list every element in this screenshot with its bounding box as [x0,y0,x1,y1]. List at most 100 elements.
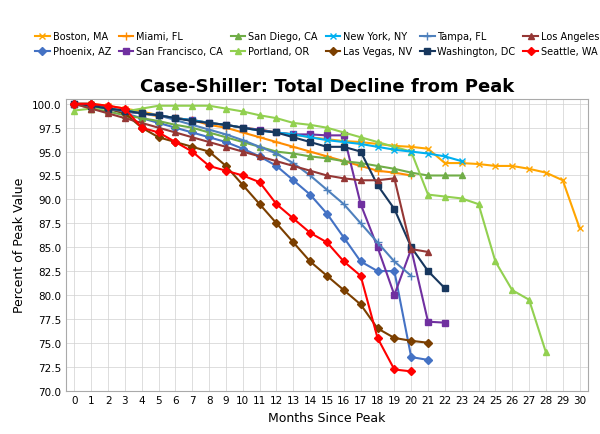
Portland, OR [509,288,516,293]
Washington, DC [121,108,128,114]
Las Vegas, NV [391,335,398,341]
Portland, OR [239,110,247,115]
San Diego, CA [441,174,448,179]
Portland, OR [307,123,314,128]
San Francisco, CA [407,247,415,252]
Tampa, FL [323,188,331,193]
Washington, DC [391,207,398,212]
San Diego, CA [88,107,95,112]
San Diego, CA [188,126,196,131]
Seattle, WA [121,107,128,112]
Washington, DC [88,104,95,109]
Las Vegas, NV [172,140,179,145]
Seattle, WA [138,126,145,131]
Boston, MA [104,104,112,109]
Seattle, WA [307,231,314,236]
Boston, MA [273,131,280,136]
Phoenix, AZ [307,193,314,198]
Tampa, FL [223,132,230,138]
Miami, FL [121,110,128,115]
Tampa, FL [71,102,78,107]
Phoenix, AZ [138,116,145,122]
Portland, OR [391,145,398,150]
New York, NY [458,159,466,164]
Miami, FL [374,169,381,174]
New York, NY [104,107,112,112]
Boston, MA [206,121,213,126]
Portland, OR [104,107,112,112]
Boston, MA [391,144,398,149]
Seattle, WA [71,102,78,107]
Miami, FL [407,174,415,179]
Los Angeles, CA [121,116,128,122]
Portland, OR [290,121,297,126]
New York, NY [441,155,448,160]
Tampa, FL [391,259,398,264]
Line: San Francisco, CA: San Francisco, CA [71,102,448,326]
Miami, FL [71,102,78,107]
Boston, MA [307,135,314,141]
New York, NY [407,150,415,155]
Boston, MA [424,147,431,152]
Phoenix, AZ [407,355,415,360]
Portland, OR [138,107,145,112]
Portland, OR [492,259,499,264]
Los Angeles, CA [340,176,347,181]
Miami, FL [88,104,95,109]
New York, NY [88,104,95,109]
Seattle, WA [340,259,347,264]
New York, NY [290,132,297,138]
Y-axis label: Percent of Peak Value: Percent of Peak Value [13,178,26,313]
Boston, MA [323,137,331,142]
Boston, MA [407,145,415,150]
Los Angeles, CA [223,145,230,150]
New York, NY [206,121,213,126]
San Diego, CA [121,113,128,118]
Las Vegas, NV [340,288,347,293]
Washington, DC [172,116,179,122]
Tampa, FL [88,104,95,109]
New York, NY [71,102,78,107]
Tampa, FL [307,174,314,179]
Las Vegas, NV [239,183,247,188]
Portland, OR [357,135,364,141]
San Diego, CA [71,102,78,107]
Line: Portland, OR: Portland, OR [71,104,548,355]
Las Vegas, NV [188,145,196,150]
Boston, MA [223,123,230,128]
Portland, OR [223,107,230,112]
San Diego, CA [138,116,145,122]
Line: Phoenix, AZ: Phoenix, AZ [71,102,431,363]
Seattle, WA [374,335,381,341]
Boston, MA [172,116,179,122]
San Diego, CA [256,145,263,150]
New York, NY [138,112,145,117]
Phoenix, AZ [256,155,263,160]
Tampa, FL [273,151,280,157]
Los Angeles, CA [138,121,145,126]
Portland, OR [424,193,431,198]
San Francisco, CA [323,133,331,138]
San Diego, CA [374,164,381,169]
Los Angeles, CA [239,150,247,155]
Boston, MA [509,164,516,169]
Seattle, WA [407,369,415,374]
San Francisco, CA [290,132,297,138]
Washington, DC [340,145,347,150]
San Francisco, CA [88,104,95,109]
Miami, FL [323,155,331,160]
Portland, OR [188,104,196,109]
Los Angeles, CA [188,135,196,141]
Seattle, WA [239,174,247,179]
Miami, FL [391,171,398,176]
Line: Washington, DC: Washington, DC [71,102,448,291]
Los Angeles, CA [206,140,213,145]
Los Angeles, CA [290,164,297,169]
Portland, OR [458,196,466,201]
Los Angeles, CA [88,107,95,112]
Los Angeles, CA [407,247,415,252]
Boston, MA [458,161,466,166]
Miami, FL [155,115,162,120]
San Diego, CA [104,110,112,115]
Boston, MA [526,167,533,172]
